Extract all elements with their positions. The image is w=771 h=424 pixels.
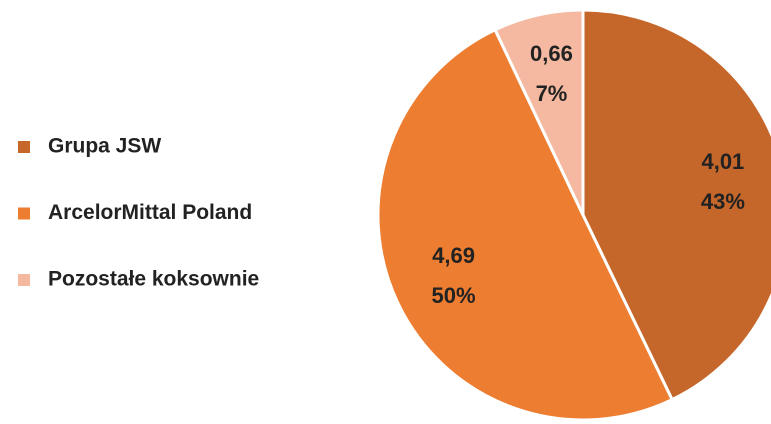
data-label: 4,69 xyxy=(432,243,475,268)
legend-swatch xyxy=(18,274,30,286)
pie-slice xyxy=(376,27,675,422)
legend-label: ArcelorMittal Poland xyxy=(48,201,252,224)
percent-label: 7% xyxy=(536,81,568,106)
percent-label: 43% xyxy=(701,189,745,214)
legend-label: Grupa JSW xyxy=(48,135,161,158)
percent-label: 50% xyxy=(432,283,476,308)
pie-slice xyxy=(493,8,585,216)
data-label: 4,01 xyxy=(701,149,744,174)
legend-swatch xyxy=(18,141,30,153)
data-label: 0,66 xyxy=(530,41,573,66)
legend-swatch xyxy=(18,207,30,220)
legend-label: Pozostałe koksownie xyxy=(48,268,259,291)
pie-slice xyxy=(581,8,771,402)
